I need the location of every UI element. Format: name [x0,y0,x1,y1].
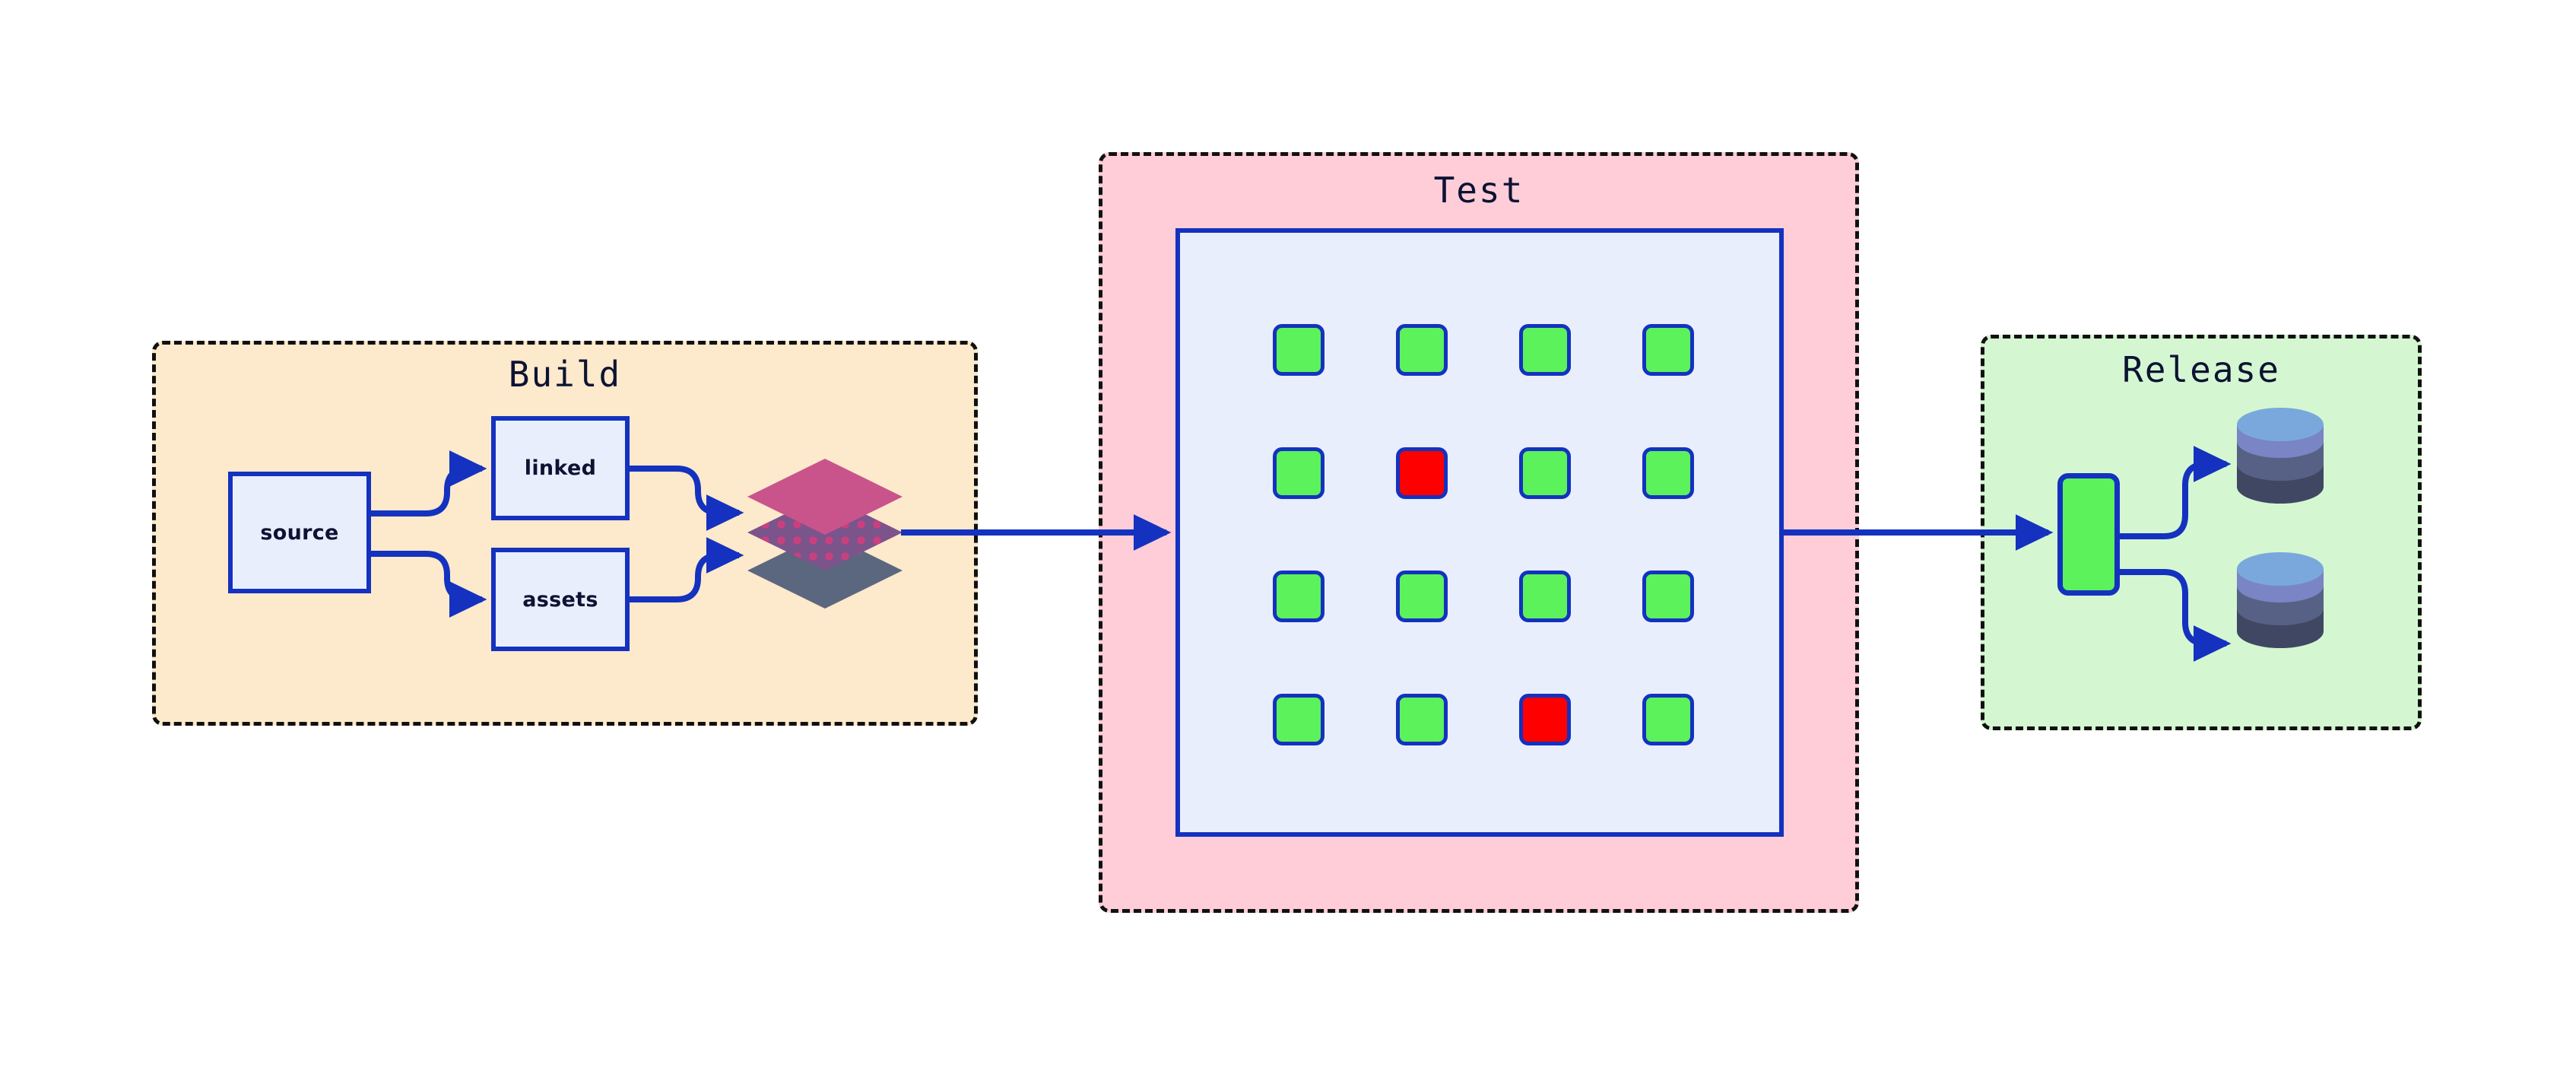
layer-stack-icon [747,459,903,609]
node-linked[interactable]: linked [491,416,630,520]
node-source-label: source [260,520,339,545]
test-cell-pass[interactable] [1519,447,1571,499]
test-cell-pass[interactable] [1642,694,1694,745]
test-cell-pass[interactable] [1273,447,1324,499]
test-cell-pass[interactable] [1273,694,1324,745]
test-cell-pass[interactable] [1519,324,1571,376]
test-result-panel [1175,228,1784,837]
test-cell-pass[interactable] [1273,324,1324,376]
test-cell-fail[interactable] [1519,694,1571,745]
stage-build-title: Build [508,354,622,395]
test-cell-pass[interactable] [1519,571,1571,622]
node-assets-label: assets [522,587,598,612]
database-icon[interactable] [2234,402,2327,510]
stage-release-title: Release [2122,349,2280,390]
node-source[interactable]: source [228,472,371,593]
test-cell-pass[interactable] [1642,447,1694,499]
test-cell-fail[interactable] [1396,447,1448,499]
database-icon[interactable] [2234,546,2327,654]
test-cell-pass[interactable] [1642,324,1694,376]
test-result-grid [1273,324,1694,745]
stage-release[interactable]: Release [1981,335,2422,730]
release-artifact[interactable] [2057,473,2120,596]
node-assets[interactable]: assets [491,548,630,651]
test-cell-pass[interactable] [1273,571,1324,622]
node-linked-label: linked [524,456,597,480]
test-cell-pass[interactable] [1396,694,1448,745]
test-cell-pass[interactable] [1396,324,1448,376]
test-cell-pass[interactable] [1642,571,1694,622]
stage-test-title: Test [1433,170,1524,211]
test-cell-pass[interactable] [1396,571,1448,622]
